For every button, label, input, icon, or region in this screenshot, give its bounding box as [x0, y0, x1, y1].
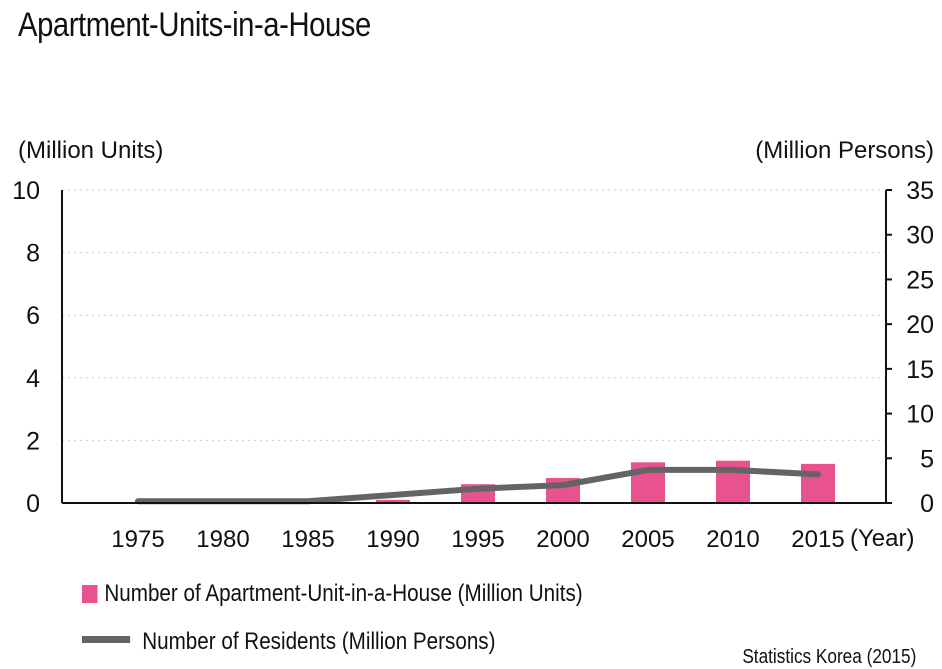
right-tick-label: 20: [906, 311, 934, 339]
left-tick-label: 4: [26, 365, 40, 393]
left-tick-label: 0: [26, 490, 40, 518]
x-tick-label: 1980: [196, 526, 249, 553]
legend-line-label: Number of Residents (Million Persons): [142, 628, 496, 655]
right-tick-label: 5: [920, 445, 934, 473]
residents-line: [135, 466, 821, 505]
x-tick-label: 2000: [536, 526, 589, 553]
legend-item-line: Number of Residents (Million Persons): [82, 628, 495, 656]
x-tick-label: 1990: [366, 526, 419, 553]
left-tick-label: 10: [12, 177, 40, 205]
x-tick-label: 2010: [706, 526, 759, 553]
left-tick-label: 8: [26, 240, 40, 268]
x-tick-labels: 1975 1980 1985 1990 1995 2000 2005 2010 2015: [111, 526, 844, 553]
right-tick-label: 30: [906, 222, 934, 250]
bar-2015: [801, 463, 835, 503]
right-tick-label: 10: [906, 401, 934, 429]
right-tick-label: 35: [906, 177, 934, 205]
right-tick-label: 25: [906, 266, 934, 294]
left-axis-label: (Million Units): [18, 137, 163, 164]
left-tick-labels: 0 2 4 6 8 10: [12, 177, 40, 518]
legend-bar-label: Number of Apartment-Unit-in-a-House (Mil…: [104, 580, 583, 607]
chart-title: Apartment-Units-in-a-House: [18, 6, 371, 44]
bar-series: [376, 460, 835, 503]
legend-line-swatch: [82, 636, 131, 643]
right-tick-labels: 0 5 10 15 20 25 30 35: [906, 177, 934, 518]
x-tick-label: 1975: [111, 526, 164, 553]
legend-item-bars: Number of Apartment-Unit-in-a-House (Mil…: [82, 580, 583, 608]
x-tick-label: 2005: [621, 526, 674, 553]
left-tick-label: 6: [26, 302, 40, 330]
x-tick-label: 1985: [281, 526, 334, 553]
axes: [61, 189, 892, 504]
right-tick-label: 15: [906, 356, 934, 384]
right-axis-label: (Million Persons): [755, 137, 934, 164]
line-series: [135, 466, 821, 505]
gridlines: [62, 189, 886, 441]
bar-1990: [376, 499, 410, 503]
x-tick-label: 1995: [451, 526, 504, 553]
source-note: Statistics Korea (2015): [741, 646, 916, 668]
legend-bar-swatch: [82, 585, 98, 603]
right-tick-label: 0: [920, 490, 934, 518]
x-axis-unit: (Year): [850, 525, 914, 552]
left-tick-label: 2: [26, 427, 40, 455]
x-tick-label: 2015: [791, 526, 844, 553]
